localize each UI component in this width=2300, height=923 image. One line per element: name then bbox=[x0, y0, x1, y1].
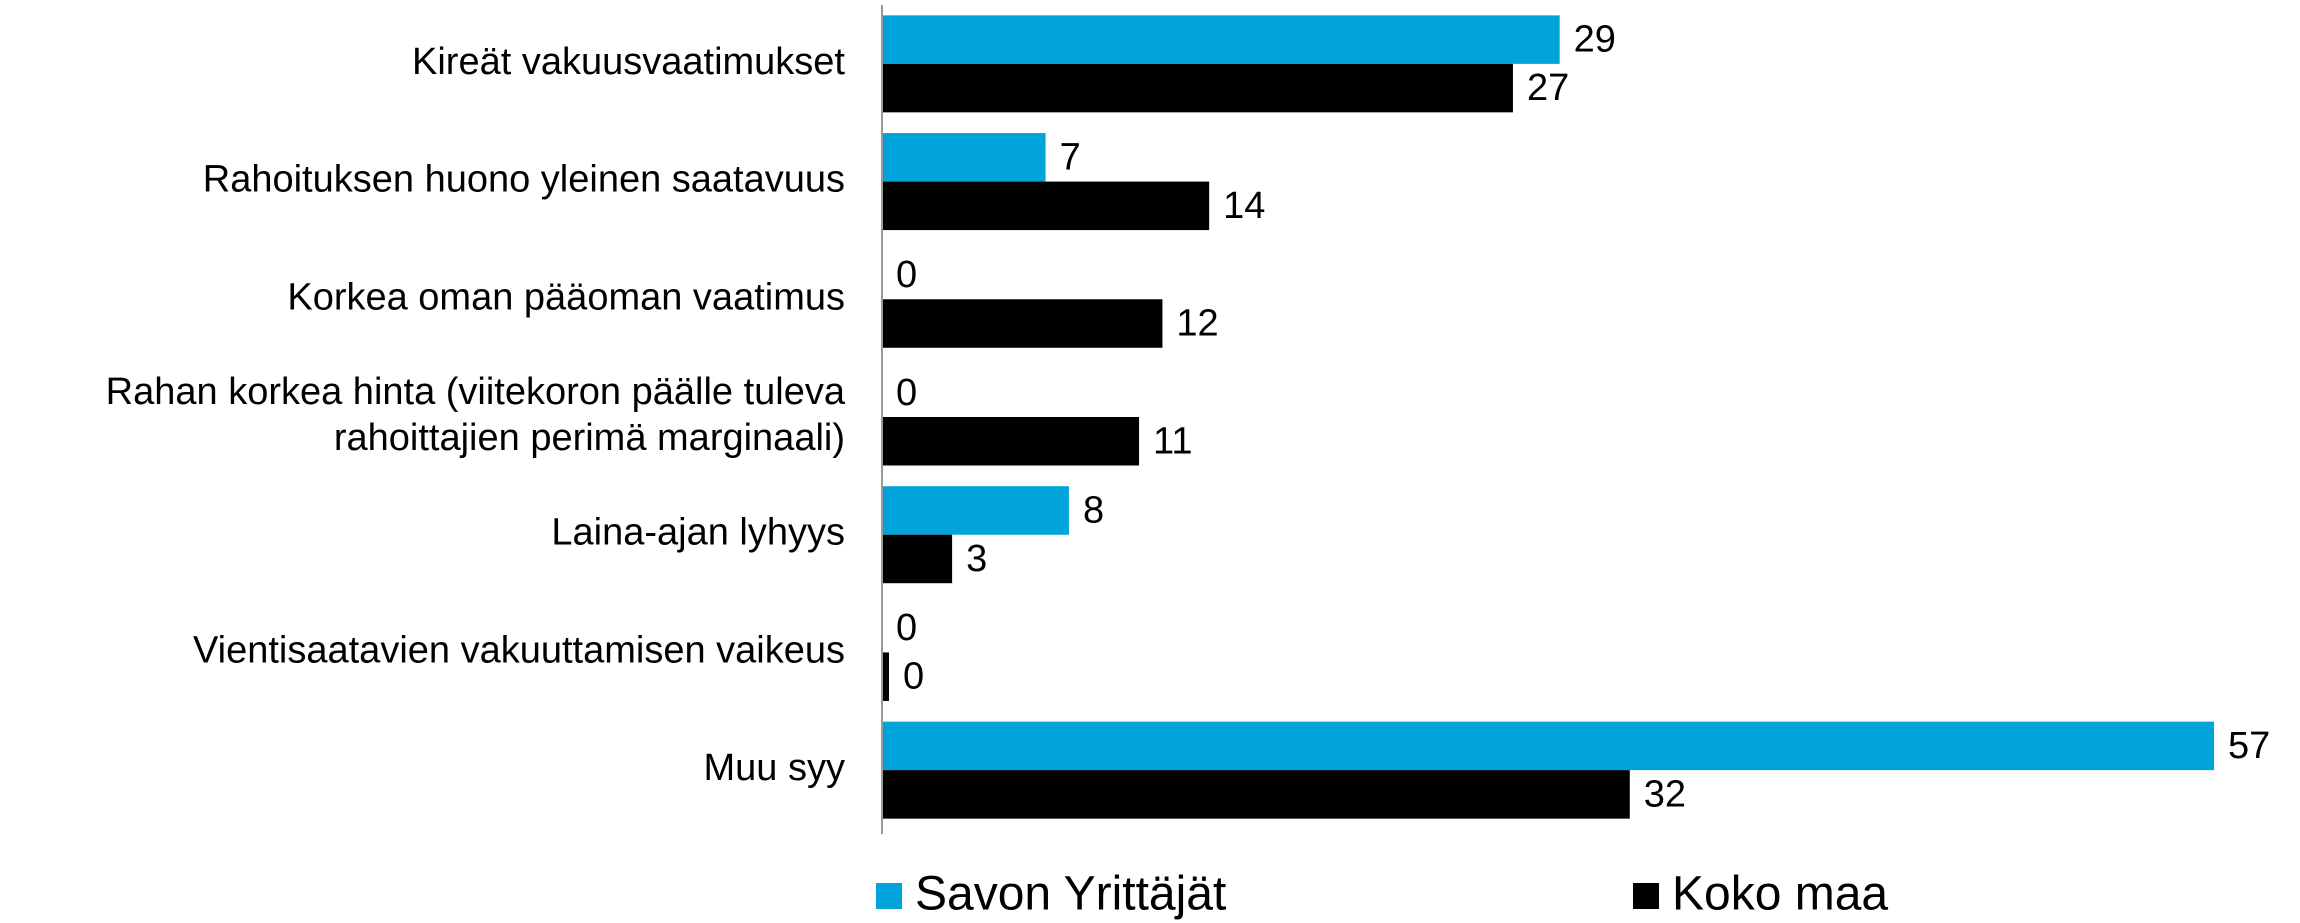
legend-label: Koko maa bbox=[1672, 868, 1888, 921]
legend-label: Savon Yrittäjät bbox=[915, 868, 1226, 921]
value-label: 0 bbox=[896, 607, 917, 649]
category-label: Laina-ajan lyhyys bbox=[551, 512, 845, 554]
value-label: 0 bbox=[903, 656, 924, 698]
bar bbox=[882, 299, 1163, 348]
category-label: Kireät vakuusvaatimukset bbox=[412, 41, 845, 83]
value-label: 12 bbox=[1176, 303, 1218, 345]
bar bbox=[882, 15, 1560, 64]
bar bbox=[882, 721, 2214, 771]
value-label: 8 bbox=[1083, 489, 1104, 531]
legend-swatch bbox=[1633, 883, 1659, 909]
value-label: 14 bbox=[1223, 185, 1265, 227]
category-label: Rahoituksen huono yleinen saatavuus bbox=[203, 159, 845, 201]
category-label: Muu syy bbox=[704, 747, 845, 789]
value-label: 29 bbox=[1574, 19, 1616, 61]
value-label: 32 bbox=[1644, 773, 1686, 815]
value-label: 11 bbox=[1153, 420, 1192, 462]
category-label: Vientisaatavien vakuuttamisen vaikeus bbox=[193, 629, 845, 671]
bar bbox=[882, 534, 953, 584]
value-label: 0 bbox=[896, 372, 917, 414]
bar bbox=[882, 770, 1630, 819]
value-label: 27 bbox=[1527, 67, 1569, 109]
bar bbox=[882, 652, 890, 701]
category-label: Rahan korkea hinta (viitekoron päälle tu… bbox=[106, 371, 846, 459]
bar bbox=[882, 417, 1140, 466]
bar bbox=[882, 181, 1210, 231]
value-label: 3 bbox=[966, 538, 987, 580]
value-label: 57 bbox=[2228, 725, 2270, 767]
bar bbox=[882, 486, 1069, 535]
bar bbox=[882, 133, 1046, 182]
value-label: 7 bbox=[1060, 136, 1081, 178]
category-label: Korkea oman pääoman vaatimus bbox=[287, 276, 845, 318]
bar bbox=[882, 63, 1513, 113]
legend-swatch bbox=[876, 883, 902, 909]
value-label: 0 bbox=[896, 254, 917, 296]
